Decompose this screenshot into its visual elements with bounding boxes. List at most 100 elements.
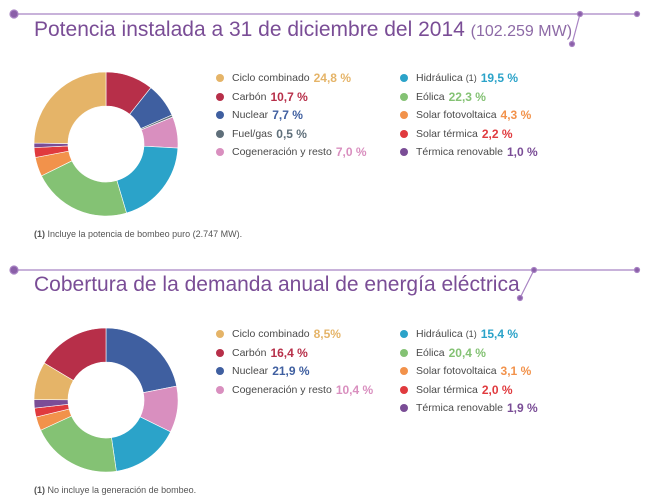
legend-swatch — [216, 111, 224, 119]
legend-swatch — [400, 111, 408, 119]
deco-dot — [633, 266, 641, 274]
legend-item-eolica: Eólica 22,3 % — [400, 90, 486, 104]
legend-value: 16,4 % — [270, 345, 308, 360]
legend-item-eolica: Eólica 20,4 % — [400, 346, 486, 360]
slice-nuclear — [105, 327, 177, 393]
deco-dot — [530, 266, 538, 274]
legend-value: 22,3 % — [448, 89, 486, 104]
legend-item-nuclear: Nuclear 21,9 % — [216, 364, 310, 378]
legend-value: 1,0 % — [506, 145, 538, 159]
chart-1-title: Potencia instalada a 31 de diciembre del… — [34, 18, 572, 42]
note-text: Incluye la potencia de bombeo puro (2.74… — [47, 229, 243, 239]
legend-swatch — [400, 129, 408, 138]
legend-swatch — [400, 148, 408, 156]
legend-swatch — [400, 367, 408, 375]
deco-dot — [9, 9, 19, 19]
legend-swatch — [216, 385, 224, 394]
legend-item-hidraulica: Hidráulica (1) 15,4 % — [400, 327, 518, 341]
chart-2-donut — [33, 327, 179, 473]
slice-hidraulica — [116, 145, 179, 214]
legend-value: 8,5% — [313, 327, 341, 341]
legend-value: 10,4 % — [335, 382, 374, 397]
legend-item-ciclo-combinado: Ciclo combinado 8,5% — [216, 327, 341, 341]
legend-item-solar-fotovoltaica: Solar fotovoltaica 4,3 % — [400, 108, 531, 122]
legend-swatch — [400, 92, 408, 101]
legend-item-fuel-gas: Fuel/gas 0,5 % — [216, 127, 307, 141]
legend-swatch — [400, 385, 408, 394]
legend-value: 4,3 % — [500, 108, 532, 122]
slice-carbon — [43, 327, 107, 381]
legend-swatch — [216, 148, 224, 156]
legend-label: Carbón — [232, 90, 267, 103]
chart-2-note: (1) No incluye la generación de bombeo. — [34, 485, 196, 495]
legend-value: 7,7 % — [272, 108, 303, 122]
chart-2-title: Cobertura de la demanda anual de energía… — [34, 273, 520, 297]
legend-value: 3,1 % — [500, 364, 532, 378]
legend-swatch — [216, 129, 224, 138]
legend-label: Eólica — [416, 346, 445, 359]
legend-value: 15,4 % — [480, 327, 519, 341]
legend-value: 10,7 % — [270, 89, 308, 104]
legend-label: Ciclo combinado — [232, 328, 310, 340]
legend-item-carbon: Carbón 16,4 % — [216, 346, 308, 360]
legend-value: 19,5 % — [480, 71, 519, 85]
deco-dot — [9, 265, 19, 275]
legend-swatch — [216, 367, 224, 375]
legend-value: 0,5 % — [276, 126, 307, 141]
legend-swatch — [400, 74, 408, 82]
legend-label: Ciclo combinado — [232, 72, 310, 84]
legend-item-cogeneracion-y-resto: Cogeneración y resto 10,4 % — [216, 383, 373, 397]
legend-item-solar-termica: Solar térmica 2,2 % — [400, 127, 513, 141]
legend-label: Cogeneración y resto — [232, 146, 332, 158]
legend-item-cogeneracion-y-resto: Cogeneración y resto 7,0 % — [216, 145, 367, 159]
legend-swatch — [400, 330, 408, 338]
legend-footnote-marker: (1) — [465, 329, 477, 339]
legend-label: Térmica renovable — [416, 402, 503, 414]
legend-swatch — [400, 348, 408, 357]
legend-swatch — [216, 92, 224, 101]
legend-value: 7,0 % — [335, 145, 367, 159]
legend-label: Fuel/gas — [232, 127, 273, 140]
chart-1-title-text: Potencia instalada a 31 de diciembre del… — [34, 18, 465, 41]
deco-dot — [633, 10, 641, 18]
legend-label: Térmica renovable — [416, 146, 503, 158]
legend-item-carbon: Carbón 10,7 % — [216, 90, 308, 104]
legend-label: Eólica — [416, 90, 445, 103]
legend-swatch — [216, 330, 224, 338]
note-marker: (1) — [34, 229, 45, 239]
legend-item-solar-termica: Solar térmica 2,0 % — [400, 383, 513, 397]
deco-dot — [568, 40, 576, 48]
legend-label: Cogeneración y resto — [232, 383, 332, 396]
legend-value: 2,2 % — [481, 126, 513, 141]
chart-1-donut — [33, 71, 179, 217]
slice-ciclo-combinado — [33, 71, 107, 144]
legend-swatch — [216, 348, 224, 357]
legend-value: 1,9 % — [506, 401, 538, 415]
legend-item-ciclo-combinado: Ciclo combinado 24,8 % — [216, 71, 351, 85]
legend-label: Solar térmica — [416, 383, 478, 396]
legend-item-termica-renovable: Térmica renovable 1,9 % — [400, 401, 538, 415]
legend-label: Solar térmica — [416, 127, 478, 140]
legend-label: Hidráulica — [416, 72, 463, 84]
note-marker: (1) — [34, 485, 45, 495]
legend-item-hidraulica: Hidráulica (1) 19,5 % — [400, 71, 518, 85]
legend-label: Solar fotovoltaica — [416, 109, 497, 121]
legend-label: Hidráulica — [416, 328, 463, 340]
legend-swatch — [400, 404, 408, 412]
legend-label: Nuclear — [232, 365, 269, 377]
legend-value: 2,0 % — [481, 382, 513, 397]
deco-dot — [576, 10, 584, 18]
chart-2-title-text: Cobertura de la demanda anual de energía… — [34, 273, 520, 296]
legend-value: 21,9 % — [272, 364, 310, 378]
legend-item-nuclear: Nuclear 7,7 % — [216, 108, 303, 122]
chart-1-subtitle: (102.259 MW) — [470, 23, 573, 40]
legend-value: 20,4 % — [448, 345, 486, 360]
legend-label: Carbón — [232, 346, 267, 359]
deco-dot — [516, 294, 524, 302]
legend-value: 24,8 % — [313, 71, 351, 85]
legend-item-solar-fotovoltaica: Solar fotovoltaica 3,1 % — [400, 364, 531, 378]
chart-1-note: (1) Incluye la potencia de bombeo puro (… — [34, 229, 242, 239]
note-text: No incluye la generación de bombeo. — [47, 485, 197, 495]
legend-label: Solar fotovoltaica — [416, 365, 497, 377]
